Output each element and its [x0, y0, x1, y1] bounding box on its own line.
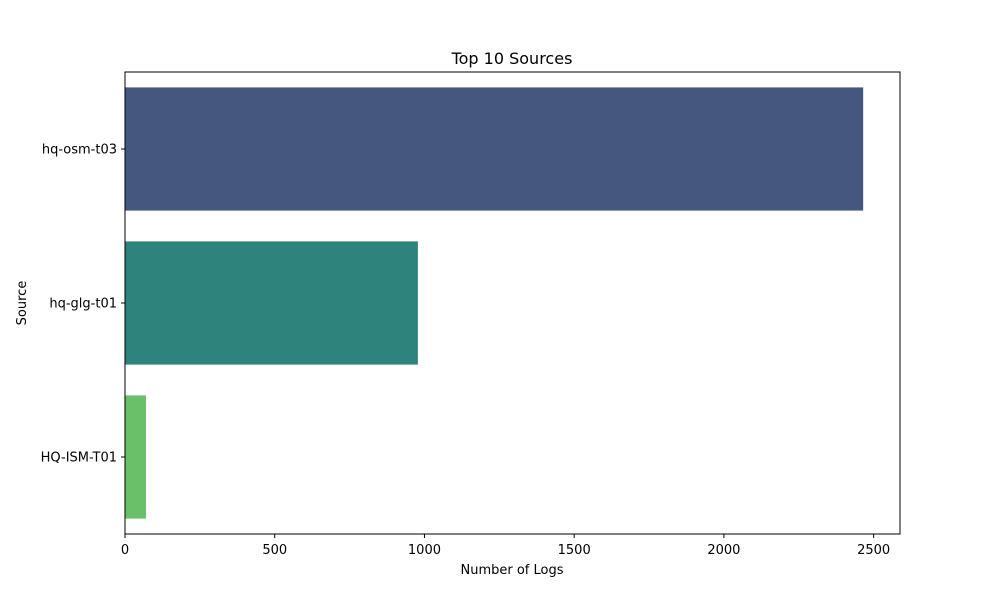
y-tick-label: hq-osm-t03 — [42, 143, 117, 158]
y-tick-label: HQ-ISM-T01 — [41, 451, 117, 466]
x-tick-label: 1000 — [408, 543, 441, 558]
x-tick-label: 0 — [121, 543, 129, 558]
y-axis-label: Source — [15, 281, 30, 326]
plot-frame — [124, 71, 901, 535]
bar-hq-glg-t01 — [125, 241, 418, 365]
x-tick-label: 1500 — [558, 543, 591, 558]
bar-hq-osm-t03 — [125, 87, 864, 211]
x-tick-label: 2000 — [707, 543, 740, 558]
x-axis-label: Number of Logs — [460, 563, 563, 578]
y-tick-label: hq-glg-t01 — [49, 297, 117, 312]
x-tick-label: 500 — [262, 543, 287, 558]
bar-HQ-ISM-T01 — [125, 395, 146, 519]
x-axis-ticks: 0 500 1000 1500 2000 2500 — [121, 534, 890, 558]
chart-title: Top 10 Sources — [451, 49, 573, 68]
x-tick-label: 2500 — [857, 543, 890, 558]
y-axis-ticks: hq-osm-t03 hq-glg-t01 HQ-ISM-T01 — [41, 143, 125, 466]
bars-group — [125, 87, 864, 519]
